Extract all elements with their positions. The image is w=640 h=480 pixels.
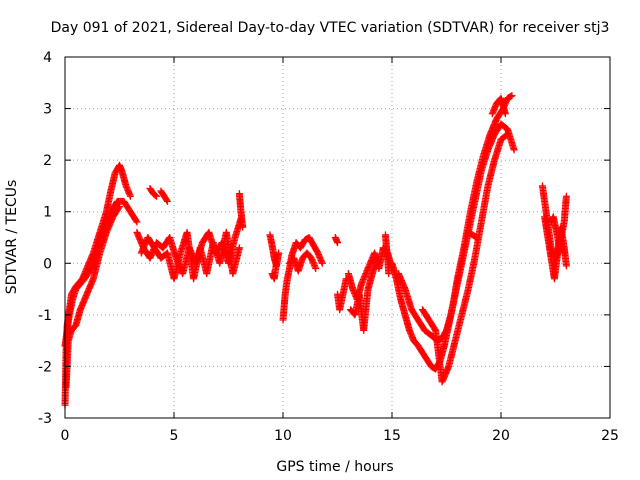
x-tick-label: 25 [601,428,619,444]
data-point [385,270,393,278]
data-point [275,249,283,257]
data-point [116,203,123,211]
data-point [334,239,341,247]
data-point [153,192,161,200]
axis-ticks: 0 5 10 15 20 25 -3 -2 -1 0 1 2 3 4 [38,50,619,444]
data-point [508,92,516,100]
data-point [556,249,564,257]
y-tick-label: 1 [43,205,52,221]
data-point [272,259,280,267]
chart-title: Day 091 of 2021, Sidereal Day-to-day VTE… [51,20,610,36]
y-tick-label: -3 [38,411,52,427]
y-tick-label: -2 [38,359,52,375]
x-axis-label: GPS time / hours [276,459,393,475]
grid [65,57,610,418]
data-point [239,223,247,231]
y-axis-label: SDTVAR / TECUs [4,180,20,295]
data-point [501,110,509,118]
data-point [235,244,243,252]
x-tick-label: 0 [61,428,70,444]
data-point [473,234,481,241]
data-point [502,131,510,139]
data-point [504,130,512,138]
data-point [126,192,134,200]
y-tick-label: -1 [38,308,52,324]
data-series [61,92,570,409]
data-point [132,217,140,225]
data-point [133,218,141,226]
y-tick-label: 4 [43,50,52,66]
y-tick-label: 0 [43,256,52,272]
x-tick-label: 5 [170,428,179,444]
data-point [115,204,123,212]
x-tick-label: 10 [274,428,292,444]
y-tick-label: 2 [43,153,52,169]
data-point [163,197,171,205]
data-point [312,264,320,272]
data-point [562,262,570,270]
y-tick-label: 3 [43,102,52,118]
data-point [151,191,159,199]
data-point [163,196,171,204]
data-point [562,192,570,200]
data-point [318,259,326,267]
x-tick-label: 20 [492,428,510,444]
plot-frame [64,56,611,419]
data-point [510,146,518,154]
x-tick-label: 15 [383,428,401,444]
data-point [373,254,381,262]
